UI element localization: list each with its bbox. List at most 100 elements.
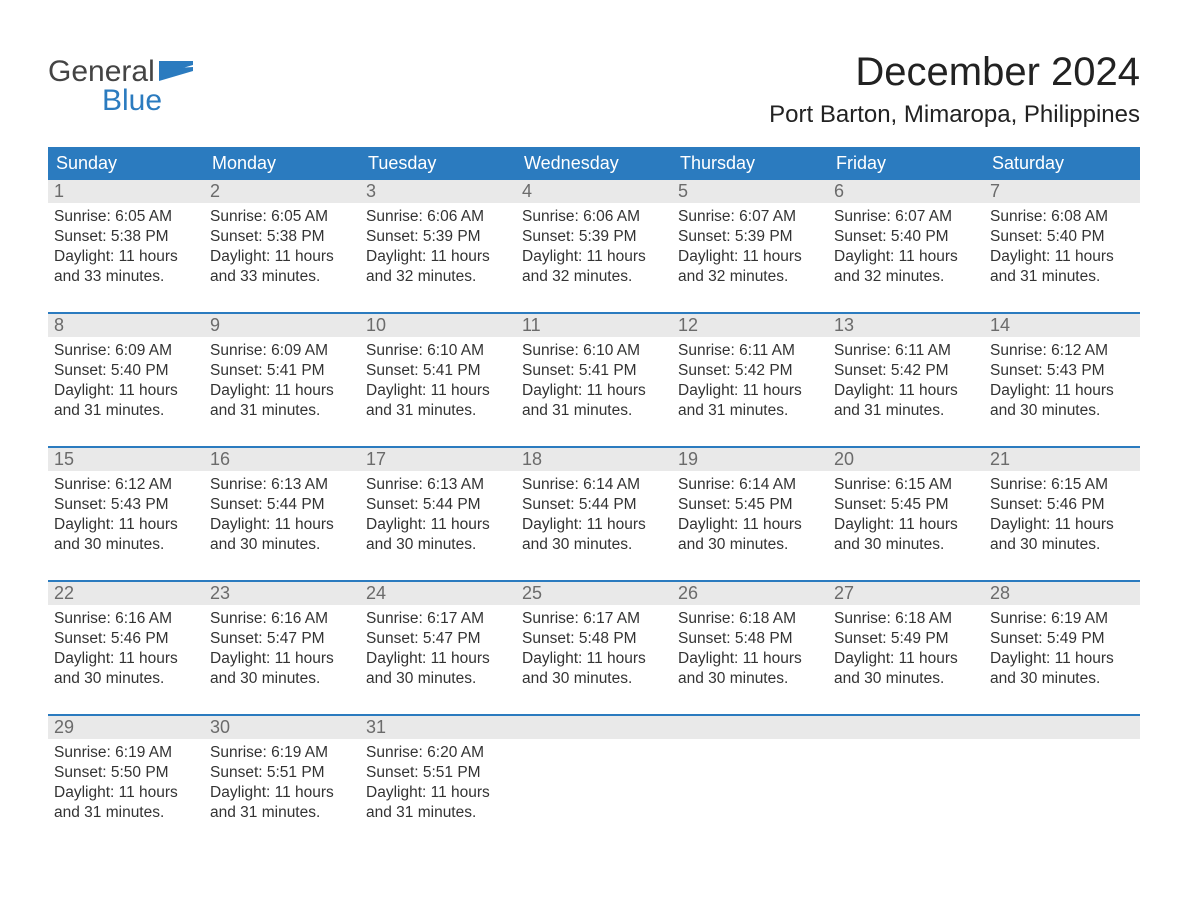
day-sunset: Sunset: 5:38 PM — [210, 227, 354, 247]
day-cell — [828, 716, 984, 826]
day-number: 22 — [48, 582, 204, 605]
day-content: Sunrise: 6:06 AMSunset: 5:39 PMDaylight:… — [360, 203, 516, 290]
day-content: Sunrise: 6:05 AMSunset: 5:38 PMDaylight:… — [48, 203, 204, 290]
day-d2: and 31 minutes. — [366, 803, 510, 823]
day-number-row: 24 — [360, 582, 516, 605]
day-number-row: 19 — [672, 448, 828, 471]
day-d1: Daylight: 11 hours — [366, 783, 510, 803]
day-sunset: Sunset: 5:48 PM — [522, 629, 666, 649]
day-sunset: Sunset: 5:44 PM — [366, 495, 510, 515]
day-number-row: 16 — [204, 448, 360, 471]
day-cell — [672, 716, 828, 826]
day-d2: and 31 minutes. — [522, 401, 666, 421]
day-cell: 23Sunrise: 6:16 AMSunset: 5:47 PMDayligh… — [204, 582, 360, 692]
day-number-row: 30 — [204, 716, 360, 739]
page-header: General Blue December 2024 Port Barton, … — [48, 50, 1140, 129]
day-d2: and 31 minutes. — [210, 401, 354, 421]
day-cell: 12Sunrise: 6:11 AMSunset: 5:42 PMDayligh… — [672, 314, 828, 424]
day-d2: and 31 minutes. — [834, 401, 978, 421]
day-number-row — [828, 716, 984, 739]
day-sunrise: Sunrise: 6:19 AM — [54, 743, 198, 763]
day-number-row: 12 — [672, 314, 828, 337]
day-number-row: 13 — [828, 314, 984, 337]
day-cell: 14Sunrise: 6:12 AMSunset: 5:43 PMDayligh… — [984, 314, 1140, 424]
day-sunset: Sunset: 5:45 PM — [678, 495, 822, 515]
day-cell: 17Sunrise: 6:13 AMSunset: 5:44 PMDayligh… — [360, 448, 516, 558]
day-number — [828, 716, 984, 739]
day-content: Sunrise: 6:18 AMSunset: 5:48 PMDaylight:… — [672, 605, 828, 692]
day-number-row: 23 — [204, 582, 360, 605]
day-cell: 30Sunrise: 6:19 AMSunset: 5:51 PMDayligh… — [204, 716, 360, 826]
day-d2: and 30 minutes. — [678, 535, 822, 555]
day-number: 29 — [48, 716, 204, 739]
day-content: Sunrise: 6:09 AMSunset: 5:40 PMDaylight:… — [48, 337, 204, 424]
day-number-row: 14 — [984, 314, 1140, 337]
day-cell: 3Sunrise: 6:06 AMSunset: 5:39 PMDaylight… — [360, 180, 516, 290]
day-d1: Daylight: 11 hours — [522, 247, 666, 267]
day-sunset: Sunset: 5:49 PM — [834, 629, 978, 649]
day-content: Sunrise: 6:07 AMSunset: 5:39 PMDaylight:… — [672, 203, 828, 290]
day-d2: and 31 minutes. — [54, 401, 198, 421]
day-number — [672, 716, 828, 739]
day-d1: Daylight: 11 hours — [834, 247, 978, 267]
day-number-row: 2 — [204, 180, 360, 203]
day-sunrise: Sunrise: 6:05 AM — [210, 207, 354, 227]
day-content: Sunrise: 6:19 AMSunset: 5:50 PMDaylight:… — [48, 739, 204, 826]
day-number: 8 — [48, 314, 204, 337]
day-d1: Daylight: 11 hours — [366, 247, 510, 267]
day-d2: and 30 minutes. — [834, 669, 978, 689]
day-number-row: 15 — [48, 448, 204, 471]
day-number: 27 — [828, 582, 984, 605]
day-sunrise: Sunrise: 6:17 AM — [366, 609, 510, 629]
week-row: 1Sunrise: 6:05 AMSunset: 5:38 PMDaylight… — [48, 180, 1140, 290]
day-sunset: Sunset: 5:46 PM — [990, 495, 1134, 515]
calendar-page: General Blue December 2024 Port Barton, … — [0, 0, 1188, 878]
day-d2: and 30 minutes. — [990, 401, 1134, 421]
day-sunset: Sunset: 5:46 PM — [54, 629, 198, 649]
day-number-row — [516, 716, 672, 739]
day-sunset: Sunset: 5:45 PM — [834, 495, 978, 515]
month-title: December 2024 — [769, 50, 1140, 95]
day-sunrise: Sunrise: 6:05 AM — [54, 207, 198, 227]
day-number-row: 20 — [828, 448, 984, 471]
day-cell: 31Sunrise: 6:20 AMSunset: 5:51 PMDayligh… — [360, 716, 516, 826]
day-d1: Daylight: 11 hours — [210, 515, 354, 535]
day-cell: 20Sunrise: 6:15 AMSunset: 5:45 PMDayligh… — [828, 448, 984, 558]
day-cell: 26Sunrise: 6:18 AMSunset: 5:48 PMDayligh… — [672, 582, 828, 692]
day-number-row: 21 — [984, 448, 1140, 471]
day-sunset: Sunset: 5:44 PM — [210, 495, 354, 515]
day-sunrise: Sunrise: 6:12 AM — [54, 475, 198, 495]
day-number: 21 — [984, 448, 1140, 471]
day-cell: 27Sunrise: 6:18 AMSunset: 5:49 PMDayligh… — [828, 582, 984, 692]
day-d2: and 30 minutes. — [834, 535, 978, 555]
day-d1: Daylight: 11 hours — [366, 381, 510, 401]
day-sunrise: Sunrise: 6:16 AM — [54, 609, 198, 629]
day-d2: and 30 minutes. — [54, 669, 198, 689]
day-number-row — [984, 716, 1140, 739]
day-cell: 11Sunrise: 6:10 AMSunset: 5:41 PMDayligh… — [516, 314, 672, 424]
day-sunset: Sunset: 5:42 PM — [834, 361, 978, 381]
day-cell: 5Sunrise: 6:07 AMSunset: 5:39 PMDaylight… — [672, 180, 828, 290]
day-sunset: Sunset: 5:50 PM — [54, 763, 198, 783]
day-sunset: Sunset: 5:38 PM — [54, 227, 198, 247]
day-sunset: Sunset: 5:40 PM — [54, 361, 198, 381]
day-number: 11 — [516, 314, 672, 337]
day-d2: and 30 minutes. — [366, 669, 510, 689]
day-d1: Daylight: 11 hours — [210, 783, 354, 803]
day-sunrise: Sunrise: 6:16 AM — [210, 609, 354, 629]
day-content: Sunrise: 6:15 AMSunset: 5:45 PMDaylight:… — [828, 471, 984, 558]
day-sunrise: Sunrise: 6:13 AM — [366, 475, 510, 495]
day-content: Sunrise: 6:14 AMSunset: 5:45 PMDaylight:… — [672, 471, 828, 558]
day-cell: 21Sunrise: 6:15 AMSunset: 5:46 PMDayligh… — [984, 448, 1140, 558]
day-sunrise: Sunrise: 6:11 AM — [834, 341, 978, 361]
day-d1: Daylight: 11 hours — [366, 515, 510, 535]
day-d2: and 31 minutes. — [54, 803, 198, 823]
day-d1: Daylight: 11 hours — [54, 783, 198, 803]
day-d1: Daylight: 11 hours — [210, 247, 354, 267]
day-cell — [516, 716, 672, 826]
day-sunrise: Sunrise: 6:06 AM — [366, 207, 510, 227]
day-sunrise: Sunrise: 6:14 AM — [522, 475, 666, 495]
day-cell: 15Sunrise: 6:12 AMSunset: 5:43 PMDayligh… — [48, 448, 204, 558]
day-number-row: 3 — [360, 180, 516, 203]
day-cell — [984, 716, 1140, 826]
